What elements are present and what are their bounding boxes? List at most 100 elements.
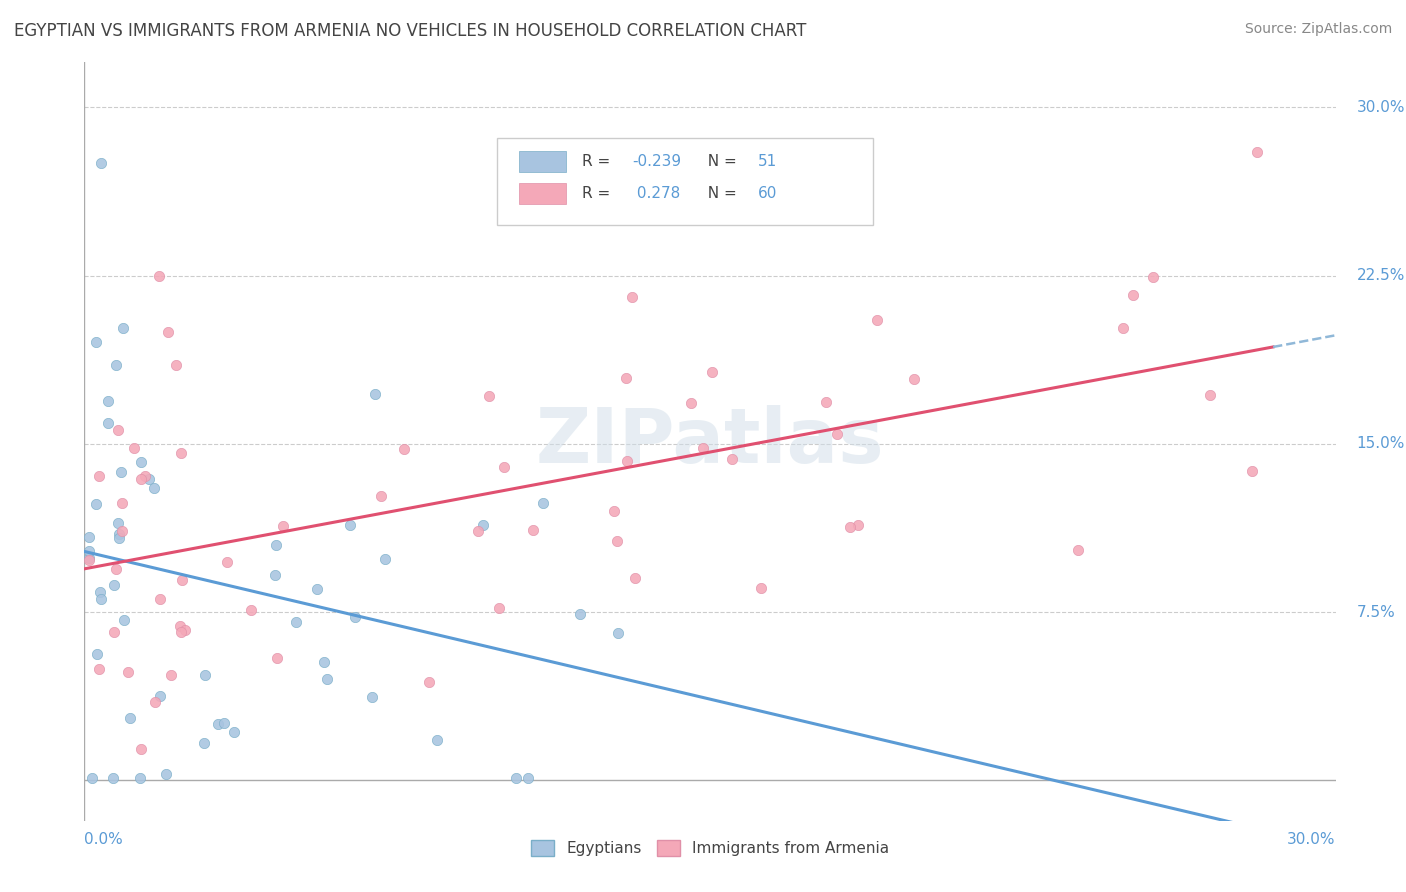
Point	[700, 365, 723, 379]
Point	[516, 771, 538, 785]
Point	[692, 441, 714, 455]
Point	[97, 416, 120, 430]
Point	[212, 715, 235, 730]
Point	[131, 472, 153, 486]
Point	[111, 524, 134, 539]
Point	[606, 533, 628, 548]
Point	[1199, 388, 1222, 402]
Point	[370, 489, 392, 503]
Point	[129, 455, 152, 469]
Point	[721, 451, 744, 466]
Point	[108, 531, 131, 545]
Point	[149, 689, 172, 703]
Point	[142, 481, 165, 495]
Point	[314, 655, 336, 669]
Point	[624, 571, 647, 585]
Point	[77, 551, 100, 566]
Point	[467, 524, 489, 538]
Point	[169, 619, 191, 633]
Point	[471, 518, 494, 533]
Point	[825, 426, 848, 441]
Point	[207, 716, 229, 731]
Point	[264, 567, 287, 582]
Point	[392, 442, 415, 457]
Point	[339, 518, 361, 533]
Point	[89, 585, 111, 599]
Point	[110, 465, 132, 479]
Point	[679, 396, 702, 410]
Point	[903, 372, 925, 386]
Point	[128, 771, 150, 785]
Point	[160, 668, 183, 682]
Point	[418, 675, 440, 690]
Point	[749, 581, 772, 595]
Text: -0.239: -0.239	[633, 154, 682, 169]
Text: 30.0%: 30.0%	[1357, 100, 1405, 115]
Text: 0.278: 0.278	[633, 186, 681, 201]
Point	[616, 454, 638, 468]
Text: EGYPTIAN VS IMMIGRANTS FROM ARMENIA NO VEHICLES IN HOUSEHOLD CORRELATION CHART: EGYPTIAN VS IMMIGRANTS FROM ARMENIA NO V…	[14, 22, 807, 40]
Point	[117, 665, 139, 680]
Point	[156, 325, 179, 339]
Point	[426, 733, 449, 747]
Point	[478, 389, 501, 403]
Point	[846, 518, 869, 533]
Point	[531, 496, 554, 510]
Point	[364, 387, 387, 401]
Point	[1122, 287, 1144, 301]
Point	[838, 520, 860, 534]
Text: 60: 60	[758, 186, 778, 201]
Point	[621, 290, 644, 304]
Text: 0.0%: 0.0%	[84, 832, 124, 847]
Point	[87, 662, 110, 676]
Text: 7.5%: 7.5%	[1357, 605, 1395, 620]
Point	[134, 469, 156, 483]
Point	[1142, 269, 1164, 284]
Point	[80, 771, 103, 785]
Text: 22.5%: 22.5%	[1357, 268, 1405, 283]
Point	[107, 516, 129, 531]
Text: N =: N =	[697, 154, 741, 169]
Point	[104, 358, 127, 372]
Point	[193, 736, 215, 750]
Legend: Egyptians, Immigrants from Armenia: Egyptians, Immigrants from Armenia	[524, 834, 896, 863]
Point	[103, 624, 125, 639]
Point	[344, 610, 367, 624]
Bar	[519, 183, 567, 204]
Text: 15.0%: 15.0%	[1357, 436, 1405, 451]
Text: 30.0%: 30.0%	[1288, 832, 1336, 847]
Point	[494, 460, 516, 475]
Point	[569, 607, 592, 621]
Point	[174, 624, 197, 638]
Point	[616, 371, 638, 385]
Text: ZIPatlas: ZIPatlas	[536, 405, 884, 478]
Point	[97, 393, 120, 408]
Point	[606, 625, 628, 640]
Point	[866, 313, 889, 327]
Text: 51: 51	[758, 154, 778, 169]
Point	[815, 395, 838, 409]
Point	[149, 591, 172, 606]
Point	[224, 724, 246, 739]
Point	[86, 334, 108, 349]
Point	[505, 771, 527, 785]
Point	[374, 551, 396, 566]
Point	[271, 518, 294, 533]
Text: Source: ZipAtlas.com: Source: ZipAtlas.com	[1244, 22, 1392, 37]
Point	[143, 695, 166, 709]
Point	[103, 578, 125, 592]
Point	[170, 624, 193, 639]
Point	[172, 573, 194, 587]
Point	[155, 767, 177, 781]
Point	[122, 442, 145, 456]
Text: R =: R =	[582, 154, 616, 169]
Point	[129, 741, 152, 756]
Point	[148, 268, 170, 283]
Point	[112, 321, 135, 335]
Point	[360, 690, 382, 705]
Point	[89, 469, 111, 483]
Point	[215, 555, 238, 569]
Text: R =: R =	[582, 186, 616, 201]
Point	[90, 156, 112, 170]
Point	[77, 530, 100, 544]
